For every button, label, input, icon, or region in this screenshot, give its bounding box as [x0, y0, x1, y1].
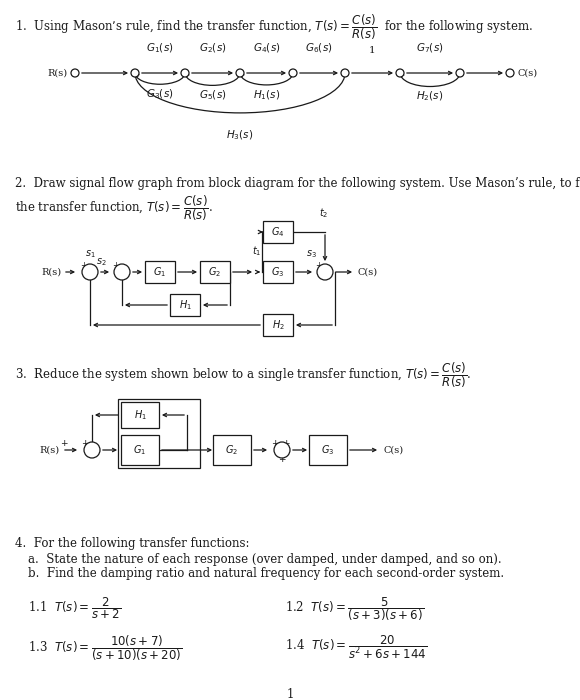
FancyBboxPatch shape — [200, 261, 230, 283]
Circle shape — [131, 69, 139, 77]
Text: $s_2$: $s_2$ — [96, 256, 106, 268]
Text: $G_3$: $G_3$ — [321, 443, 335, 457]
Text: $G_1$: $G_1$ — [154, 265, 166, 279]
Circle shape — [317, 264, 333, 280]
Text: $G_3$: $G_3$ — [271, 265, 285, 279]
FancyBboxPatch shape — [121, 435, 159, 465]
Text: $t_2$: $t_2$ — [320, 206, 329, 220]
Circle shape — [506, 69, 514, 77]
Text: a.  State the nature of each response (over damped, under damped, and so on).: a. State the nature of each response (ov… — [28, 553, 502, 566]
Text: R(s): R(s) — [42, 267, 62, 276]
Circle shape — [236, 69, 244, 77]
Text: 2.  Draw signal flow graph from block diagram for the following system. Use Maso: 2. Draw signal flow graph from block dia… — [15, 177, 580, 190]
Text: 4.  For the following transfer functions:: 4. For the following transfer functions: — [15, 537, 249, 550]
Text: 1.1  $T(s) = \dfrac{2}{s+2}$: 1.1 $T(s) = \dfrac{2}{s+2}$ — [28, 595, 121, 621]
Text: $H_2$: $H_2$ — [271, 318, 284, 332]
Text: $H_2(s)$: $H_2(s)$ — [416, 90, 444, 103]
Text: C(s): C(s) — [383, 445, 403, 454]
Text: $G_1(s)$: $G_1(s)$ — [146, 41, 174, 55]
Circle shape — [289, 69, 297, 77]
Circle shape — [456, 69, 464, 77]
FancyBboxPatch shape — [170, 294, 200, 316]
Text: $s_3$: $s_3$ — [306, 248, 317, 260]
FancyBboxPatch shape — [263, 221, 293, 243]
Text: $s_1$: $s_1$ — [85, 248, 95, 260]
Text: 1: 1 — [287, 688, 293, 700]
FancyBboxPatch shape — [213, 435, 251, 465]
Text: +: + — [113, 262, 119, 270]
Text: $H_1$: $H_1$ — [133, 408, 147, 422]
Text: $G_3(s)$: $G_3(s)$ — [146, 88, 174, 101]
FancyBboxPatch shape — [263, 261, 293, 283]
Text: 1.4  $T(s) = \dfrac{20}{s^2+6s+144}$: 1.4 $T(s) = \dfrac{20}{s^2+6s+144}$ — [285, 633, 427, 661]
Text: +: + — [81, 262, 88, 270]
Circle shape — [84, 442, 100, 458]
Text: the transfer function, $T(s) = \dfrac{C(s)}{R(s)}$.: the transfer function, $T(s) = \dfrac{C(… — [15, 193, 213, 223]
Text: $G_1$: $G_1$ — [133, 443, 147, 457]
Text: $G_2$: $G_2$ — [226, 443, 238, 457]
Text: +: + — [81, 440, 89, 449]
Text: $H_1$: $H_1$ — [179, 298, 191, 312]
Text: -: - — [90, 452, 94, 462]
Text: 1.  Using Mason’s rule, find the transfer function, $T(s) = \dfrac{C(s)}{R(s)}$ : 1. Using Mason’s rule, find the transfer… — [15, 12, 533, 42]
Text: +: + — [88, 272, 95, 281]
Text: +: + — [60, 440, 68, 449]
FancyBboxPatch shape — [145, 261, 175, 283]
Text: +: + — [278, 454, 286, 463]
Circle shape — [396, 69, 404, 77]
Text: $G_2(s)$: $G_2(s)$ — [199, 41, 226, 55]
Text: R(s): R(s) — [40, 445, 60, 454]
Text: $H_3(s)$: $H_3(s)$ — [226, 129, 253, 143]
Circle shape — [341, 69, 349, 77]
Text: C(s): C(s) — [358, 267, 378, 276]
Text: +: + — [271, 440, 279, 449]
Text: 1.3  $T(s) = \dfrac{10(s+7)}{(s+10)(s+20)}$: 1.3 $T(s) = \dfrac{10(s+7)}{(s+10)(s+20)… — [28, 633, 182, 663]
Text: +: + — [316, 262, 322, 270]
Circle shape — [181, 69, 189, 77]
Text: $G_7(s)$: $G_7(s)$ — [416, 41, 444, 55]
Text: $G_4$: $G_4$ — [271, 225, 285, 239]
Circle shape — [274, 442, 290, 458]
Text: R(s): R(s) — [48, 69, 68, 78]
Text: +: + — [322, 272, 329, 281]
Text: $G_2$: $G_2$ — [208, 265, 222, 279]
Text: $G_4(s)$: $G_4(s)$ — [253, 41, 280, 55]
Text: $t_1$: $t_1$ — [252, 244, 262, 258]
Text: +: + — [282, 440, 290, 449]
FancyBboxPatch shape — [309, 435, 347, 465]
Text: -: - — [121, 272, 125, 282]
Text: $G_6(s)$: $G_6(s)$ — [305, 41, 333, 55]
Text: 1.2  $T(s) = \dfrac{5}{(s+3)(s+6)}$: 1.2 $T(s) = \dfrac{5}{(s+3)(s+6)}$ — [285, 595, 424, 623]
Text: b.  Find the damping ratio and natural frequency for each second-order system.: b. Find the damping ratio and natural fr… — [28, 567, 504, 580]
Circle shape — [82, 264, 98, 280]
Text: $G_5(s)$: $G_5(s)$ — [199, 88, 226, 102]
Text: C(s): C(s) — [517, 69, 537, 78]
Text: $H_1(s)$: $H_1(s)$ — [253, 88, 280, 102]
Text: 1: 1 — [369, 46, 376, 55]
FancyBboxPatch shape — [263, 314, 293, 336]
FancyBboxPatch shape — [121, 402, 159, 428]
Circle shape — [114, 264, 130, 280]
Circle shape — [71, 69, 79, 77]
Text: 3.  Reduce the system shown below to a single transfer function, $T(s) = \dfrac{: 3. Reduce the system shown below to a si… — [15, 360, 472, 390]
